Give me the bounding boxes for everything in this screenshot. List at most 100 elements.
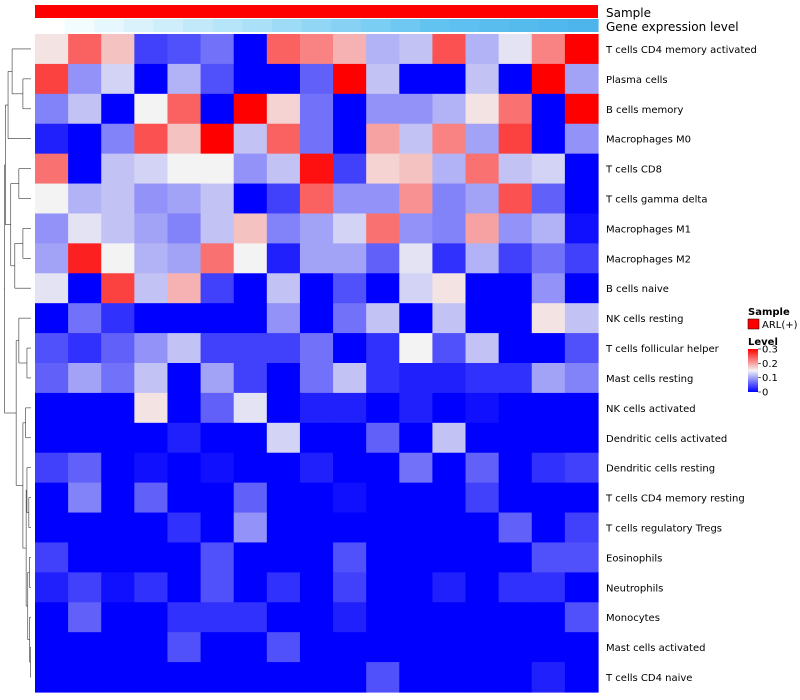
heatmap-cell (564, 632, 599, 663)
heatmap-cell (101, 243, 135, 274)
heatmap-cell (35, 452, 69, 484)
heatmap-cell (531, 482, 566, 514)
heatmap-cell (366, 602, 400, 633)
heatmap-cell (35, 153, 69, 185)
annotation-cell-gene-expression (35, 19, 66, 32)
heatmap-cell (333, 123, 367, 155)
annotation-cell-gene-expression (538, 19, 569, 32)
heatmap-cell (299, 602, 334, 633)
heatmap-cell (531, 542, 566, 573)
heatmap-cell (200, 662, 235, 693)
heatmap-cell (432, 662, 467, 693)
heatmap-cell (134, 213, 169, 244)
row-label: NK cells resting (606, 314, 683, 325)
heatmap-cell (498, 542, 533, 573)
heatmap-cell (399, 63, 434, 95)
heatmap-cell (167, 63, 202, 95)
heatmap-cell (134, 243, 169, 274)
heatmap-cell (68, 602, 102, 633)
heatmap-cell (134, 183, 169, 215)
heatmap-cell (299, 273, 334, 304)
annotation-cell-gene-expression (449, 19, 481, 32)
annotation-cell-gene-expression (94, 19, 125, 32)
heatmap-cell (498, 183, 533, 215)
heatmap-cell (134, 123, 169, 155)
heatmap-cell (366, 123, 400, 155)
heatmap-cell (68, 213, 102, 244)
heatmap-cell (432, 632, 467, 663)
heatmap-cell (167, 153, 202, 185)
heatmap-cell (366, 542, 400, 573)
heatmap-cell (498, 333, 533, 364)
heatmap-cell (134, 452, 169, 484)
heatmap-cell (399, 422, 434, 454)
heatmap-cell (432, 602, 467, 633)
heatmap-cell (531, 602, 566, 633)
heatmap-cell (366, 153, 400, 185)
heatmap-cell (432, 153, 467, 185)
legend-sample-title: Sample (748, 307, 790, 318)
heatmap-cell (498, 422, 533, 454)
heatmap-cell (299, 333, 334, 364)
heatmap-cell (233, 333, 268, 364)
heatmap-cell (35, 183, 69, 215)
heatmap-cell (399, 572, 434, 603)
heatmap-cell (564, 213, 599, 244)
heatmap-cell (531, 273, 566, 304)
heatmap-cell (531, 183, 566, 215)
heatmap-cell (465, 123, 500, 155)
heatmap-cell (35, 34, 69, 65)
heatmap-cell (432, 303, 467, 334)
heatmap-cell (432, 63, 467, 95)
heatmap-cell (167, 662, 202, 693)
heatmap-cell (531, 512, 566, 544)
heatmap-cell (498, 512, 533, 544)
heatmap-cell (266, 542, 301, 573)
row-label: Neutrophils (606, 583, 663, 594)
heatmap-cell (266, 273, 301, 304)
heatmap-cell (399, 662, 434, 693)
heatmap-cell (200, 632, 235, 663)
heatmap-cell (35, 93, 69, 125)
heatmap-cell (167, 303, 202, 334)
heatmap-cell (432, 542, 467, 573)
annotation-bar-sample (35, 5, 598, 18)
heatmap-cell (564, 153, 599, 185)
heatmap-cell (531, 572, 566, 603)
annotation-cell-gene-expression (301, 19, 332, 32)
heatmap-cell (432, 452, 467, 484)
heatmap-cell (35, 662, 69, 693)
heatmap-cell (134, 542, 169, 573)
row-label: T cells gamma delta (605, 195, 707, 206)
heatmap-cell (299, 632, 334, 663)
heatmap-cell (266, 363, 301, 394)
heatmap-cell (366, 273, 400, 304)
heatmap-cell (333, 34, 367, 65)
row-label: T cells CD4 memory activated (605, 45, 757, 56)
heatmap-cell (399, 243, 434, 274)
heatmap-cell (465, 303, 500, 334)
heatmap-cell (233, 452, 268, 484)
heatmap-cell (233, 632, 268, 663)
heatmap-cell (333, 512, 367, 544)
heatmap-cell (167, 363, 202, 394)
heatmap-cell (531, 303, 566, 334)
heatmap-cell (134, 93, 169, 125)
heatmap-cell (299, 452, 334, 484)
heatmap-cell (233, 93, 268, 125)
heatmap-cell (167, 243, 202, 274)
heatmap-cell (134, 572, 169, 603)
annotation-label-sample: Sample (606, 6, 651, 20)
heatmap-cell (299, 363, 334, 394)
heatmap-cell (299, 243, 334, 274)
heatmap-cell (465, 602, 500, 633)
heatmap-cell (35, 303, 69, 334)
heatmap-cell (101, 273, 135, 304)
heatmap-cell (233, 572, 268, 603)
heatmap-cell (233, 34, 268, 65)
heatmap-cell (399, 363, 434, 394)
heatmap-cell (432, 213, 467, 244)
heatmap-cell (68, 572, 102, 603)
heatmap-cell (200, 213, 235, 244)
heatmap-cell (266, 632, 301, 663)
